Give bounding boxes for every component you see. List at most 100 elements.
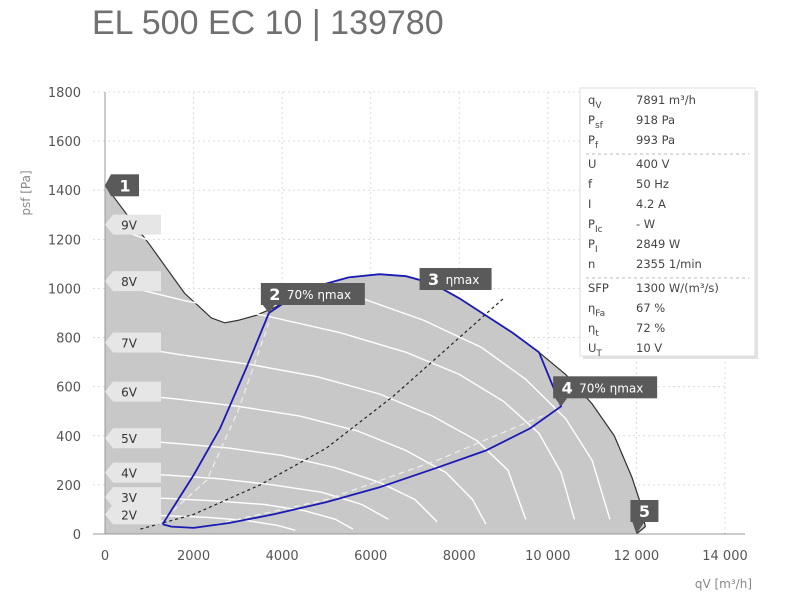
x-tick-label: 12 000	[614, 549, 660, 564]
speed-label-tab	[105, 462, 161, 483]
x-tick-label: 0	[101, 549, 109, 564]
x-tick-label: 10 000	[525, 549, 571, 564]
speed-label-tab	[105, 428, 161, 449]
marker-number: 2	[269, 285, 280, 304]
marker-label: 70% ηmax	[579, 381, 643, 395]
info-value: 918 Pa	[636, 113, 675, 127]
y-axis-label: psf [Pa]	[19, 170, 33, 215]
speed-label-tab	[105, 214, 161, 235]
speed-curve-8V	[104, 280, 576, 520]
marker-1: 1	[105, 174, 139, 197]
speed-curve-4V	[104, 471, 389, 520]
y-tick-label: 1600	[48, 135, 81, 150]
efficiency-curve	[215, 413, 549, 525]
speed-label-tab	[105, 381, 161, 402]
y-tick-label: 1200	[48, 233, 81, 248]
speed-label-text: 3V	[121, 491, 138, 505]
info-symbol: Pf	[588, 133, 599, 151]
speed-label-tab	[105, 271, 161, 292]
speed-label-text: 9V	[121, 219, 138, 233]
efficiency-curve	[157, 322, 270, 525]
marker-5: 5	[630, 500, 659, 534]
info-symbol: UT	[588, 341, 602, 359]
marker-box	[260, 283, 365, 305]
speed-label-text: 4V	[121, 467, 138, 481]
speed-label-5V: 5V	[105, 428, 161, 449]
speed-label-9V: 9V	[105, 214, 161, 235]
page-title: EL 500 EC 10 | 139780	[92, 4, 444, 42]
info-symbol: Psf	[588, 113, 604, 131]
y-tick-label: 1800	[48, 86, 81, 101]
info-symbol: qV	[588, 93, 602, 111]
speed-label-tab	[105, 332, 161, 353]
speed-label-text: 7V	[121, 336, 138, 350]
x-tick-label: 2000	[177, 549, 210, 564]
marker-box	[553, 376, 658, 399]
info-symbol: I	[588, 197, 591, 211]
marker-pointer	[262, 305, 275, 313]
info-symbol: PI	[588, 237, 598, 255]
y-tick-label: 200	[56, 479, 81, 494]
marker-box	[419, 267, 492, 290]
y-tick-label: 1000	[48, 282, 81, 297]
info-value: 4.2 A	[636, 197, 666, 211]
operating-envelope	[105, 185, 646, 535]
speed-label-tab	[105, 487, 161, 508]
speed-label-text: 2V	[121, 508, 138, 522]
info-value: 50 Hz	[636, 177, 669, 191]
efficiency-curve	[140, 297, 504, 530]
speed-label-text: 6V	[121, 386, 138, 400]
speed-label-4V: 4V	[105, 462, 161, 483]
info-symbol: n	[588, 257, 595, 271]
info-value: 2849 W	[636, 237, 680, 251]
marker-pointer	[555, 398, 568, 407]
marker-2: 2 70% ηmax	[260, 283, 365, 313]
speed-label-3V: 3V	[105, 487, 161, 508]
speed-curve-5V	[104, 437, 438, 523]
marker-box	[111, 174, 139, 197]
marker-box	[630, 500, 659, 522]
info-symbol: SFP	[588, 281, 609, 295]
speed-label-2V: 2V	[105, 504, 161, 525]
marker-pointer	[105, 174, 111, 197]
marker-pointer	[632, 522, 645, 534]
marker-number: 4	[562, 378, 573, 397]
x-tick-label: 14 000	[702, 549, 748, 564]
speed-curve-3V	[104, 496, 354, 530]
speed-curve-6V	[104, 390, 487, 525]
x-axis-label: qV [m³/h]	[695, 577, 752, 591]
speed-curve-7V	[104, 341, 527, 520]
speed-label-text: 8V	[121, 275, 138, 289]
info-value: 72 %	[636, 321, 665, 335]
info-symbol: ηFa	[588, 301, 605, 319]
info-symbol: U	[588, 157, 596, 171]
marker-number: 3	[428, 270, 439, 289]
operating-boundary	[161, 273, 563, 529]
info-value: 993 Pa	[636, 133, 675, 147]
speed-label-6V: 6V	[105, 381, 161, 402]
speed-curve-9V	[104, 223, 611, 520]
marker-3: 3 ηmax	[419, 267, 492, 290]
efficiency-curves	[140, 297, 549, 530]
speed-label-text: 5V	[121, 432, 138, 446]
y-tick-label: 600	[56, 381, 81, 396]
speed-labels: 9V 8V 7V 6V 5V 4V 3V 2V	[105, 214, 161, 525]
info-value: 400 V	[636, 157, 670, 171]
info-symbol: ηt	[588, 321, 599, 339]
markers: 1 2 70% ηmax 3 ηmax 4 70% ηmax 5	[105, 174, 659, 534]
info-symbol: PIc	[588, 217, 603, 235]
x-tick-label: 8000	[443, 549, 476, 564]
info-panel: qV 7891 m³/h Psf 918 Pa Pf 993 Pa U 400 V f 50 Hz…	[579, 87, 758, 359]
info-value: 7891 m³/h	[636, 93, 696, 107]
info-value: 67 %	[636, 301, 665, 315]
info-value: 1300 W/(m³/s)	[636, 281, 719, 295]
marker-number: 5	[639, 502, 650, 521]
info-value: 2355 1/min	[636, 257, 702, 271]
x-tick-label: 6000	[354, 549, 387, 564]
y-tick-label: 1400	[48, 184, 81, 199]
y-tick-label: 800	[56, 332, 81, 347]
info-symbol: f	[588, 177, 593, 191]
info-panel-box	[579, 87, 756, 357]
